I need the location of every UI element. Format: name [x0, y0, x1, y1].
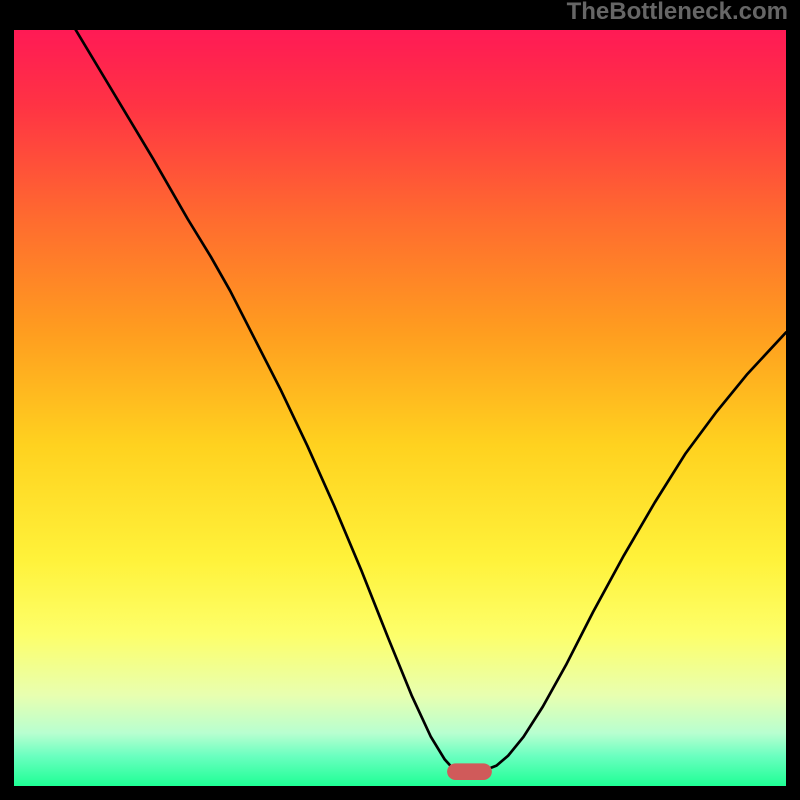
chart-frame: TheBottleneck.com	[0, 0, 800, 800]
chart-svg	[14, 30, 786, 786]
watermark-text: TheBottleneck.com	[567, 0, 788, 24]
gradient-background	[14, 30, 786, 786]
plot-area	[14, 30, 786, 786]
sweet-spot-marker	[447, 763, 492, 780]
